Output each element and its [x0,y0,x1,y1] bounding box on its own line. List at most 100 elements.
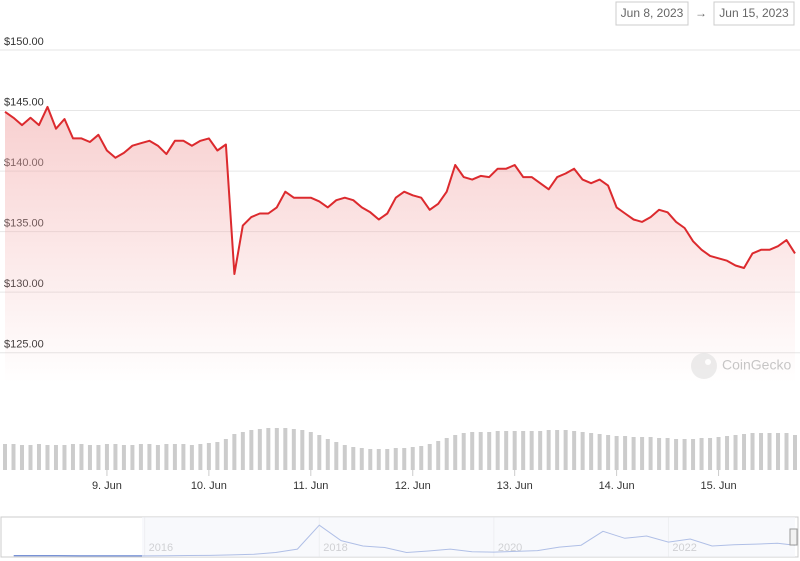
volume-bar [478,432,483,470]
volume-bar [36,444,41,470]
volume-bar [793,435,797,470]
volume-bar [657,438,662,470]
volume-bar [767,433,772,470]
volume-bar [495,431,500,470]
volume-bar [521,431,526,470]
volume-bar [759,433,764,470]
volume-bar [87,445,92,470]
volume-bar [742,434,747,470]
volume-bar [359,448,364,470]
volume-bar [308,432,313,470]
volume-bar [470,432,475,470]
volume-bar [342,445,347,470]
volume-bar [291,429,296,470]
navigator-window[interactable] [142,517,795,557]
volume-bar [257,429,262,470]
volume-bar [300,430,305,470]
range-to[interactable]: Jun 15, 2023 [719,6,789,20]
volume-bar [325,439,330,470]
volume-bar [11,444,16,470]
volume-bar [623,436,628,470]
volume-bar [572,431,577,470]
x-tick-label: 14. Jun [599,480,635,492]
volume-bar [368,449,373,470]
volume-bar [130,445,135,470]
volume-bar [266,428,271,470]
volume-bar [504,431,509,470]
volume-bar [70,444,75,470]
volume-bar [45,445,50,470]
volume-bar [419,446,424,470]
volume-bar [733,435,738,470]
volume-bar [376,449,381,470]
volume-bar [334,442,339,470]
volume-bar [206,443,211,470]
volume-bar [215,442,220,470]
volume-bar [223,439,228,470]
volume-bar [461,433,466,470]
volume-bar [597,434,602,470]
watermark-text: CoinGecko [722,357,791,373]
volume-bar [79,444,84,470]
volume-bar [62,445,67,470]
y-tick-label: $145.00 [4,96,44,108]
volume-bar [113,444,118,470]
volume-bar [665,438,670,470]
volume-bar [606,435,611,470]
x-tick-label: 15. Jun [701,480,737,492]
volume-bar [716,437,721,470]
volume-bar [402,448,407,470]
volume-bar [691,439,696,470]
volume-bar [427,444,432,470]
volume-bar [614,436,619,470]
volume-bar [512,431,517,470]
volume-bar [385,449,390,470]
x-tick-label: 12. Jun [395,480,431,492]
x-tick-label: 13. Jun [497,480,533,492]
volume-bar [529,431,534,470]
volume-bar [453,435,458,470]
volume-bar [708,438,713,470]
volume-bar [232,434,237,470]
volume-bar [351,447,356,470]
volume-bar [640,437,645,470]
volume-bar [104,444,109,470]
volume-bar [181,444,186,470]
volume-bar [240,432,245,470]
volume-bar [317,435,322,470]
x-tick-label: 11. Jun [293,480,328,492]
volume-bar [19,445,24,470]
volume-bar [563,430,568,470]
volume-bar [682,439,687,470]
volume-bar [648,437,653,470]
volume-bar [53,445,58,470]
volume-bar [546,430,551,470]
volume-bar [189,445,194,470]
y-tick-label: $150.00 [4,36,44,48]
volume-bar [784,433,789,470]
volume-bar [249,430,254,470]
volume-bar [725,436,730,470]
volume-bar [138,444,143,470]
volume-bar [28,445,33,470]
volume-bar [96,445,101,470]
price-line [4,105,796,275]
volume-bar [674,439,679,470]
volume-bar [3,444,7,470]
volume-bar [164,444,169,470]
volume-bar [283,428,288,470]
navigator-handle[interactable] [789,528,798,546]
volume-bar [750,433,755,470]
volume-bar [776,433,781,470]
volume-bar [172,444,177,470]
range-arrow: → [695,6,707,20]
volume-bar [121,445,126,470]
range-to-box[interactable] [713,1,795,26]
volume-bar [410,447,415,470]
volume-bar [589,433,594,470]
range-from[interactable]: Jun 8, 2023 [621,6,684,20]
volume-bar [487,432,492,470]
range-from-box[interactable] [615,1,689,26]
volume-bar [555,430,560,470]
